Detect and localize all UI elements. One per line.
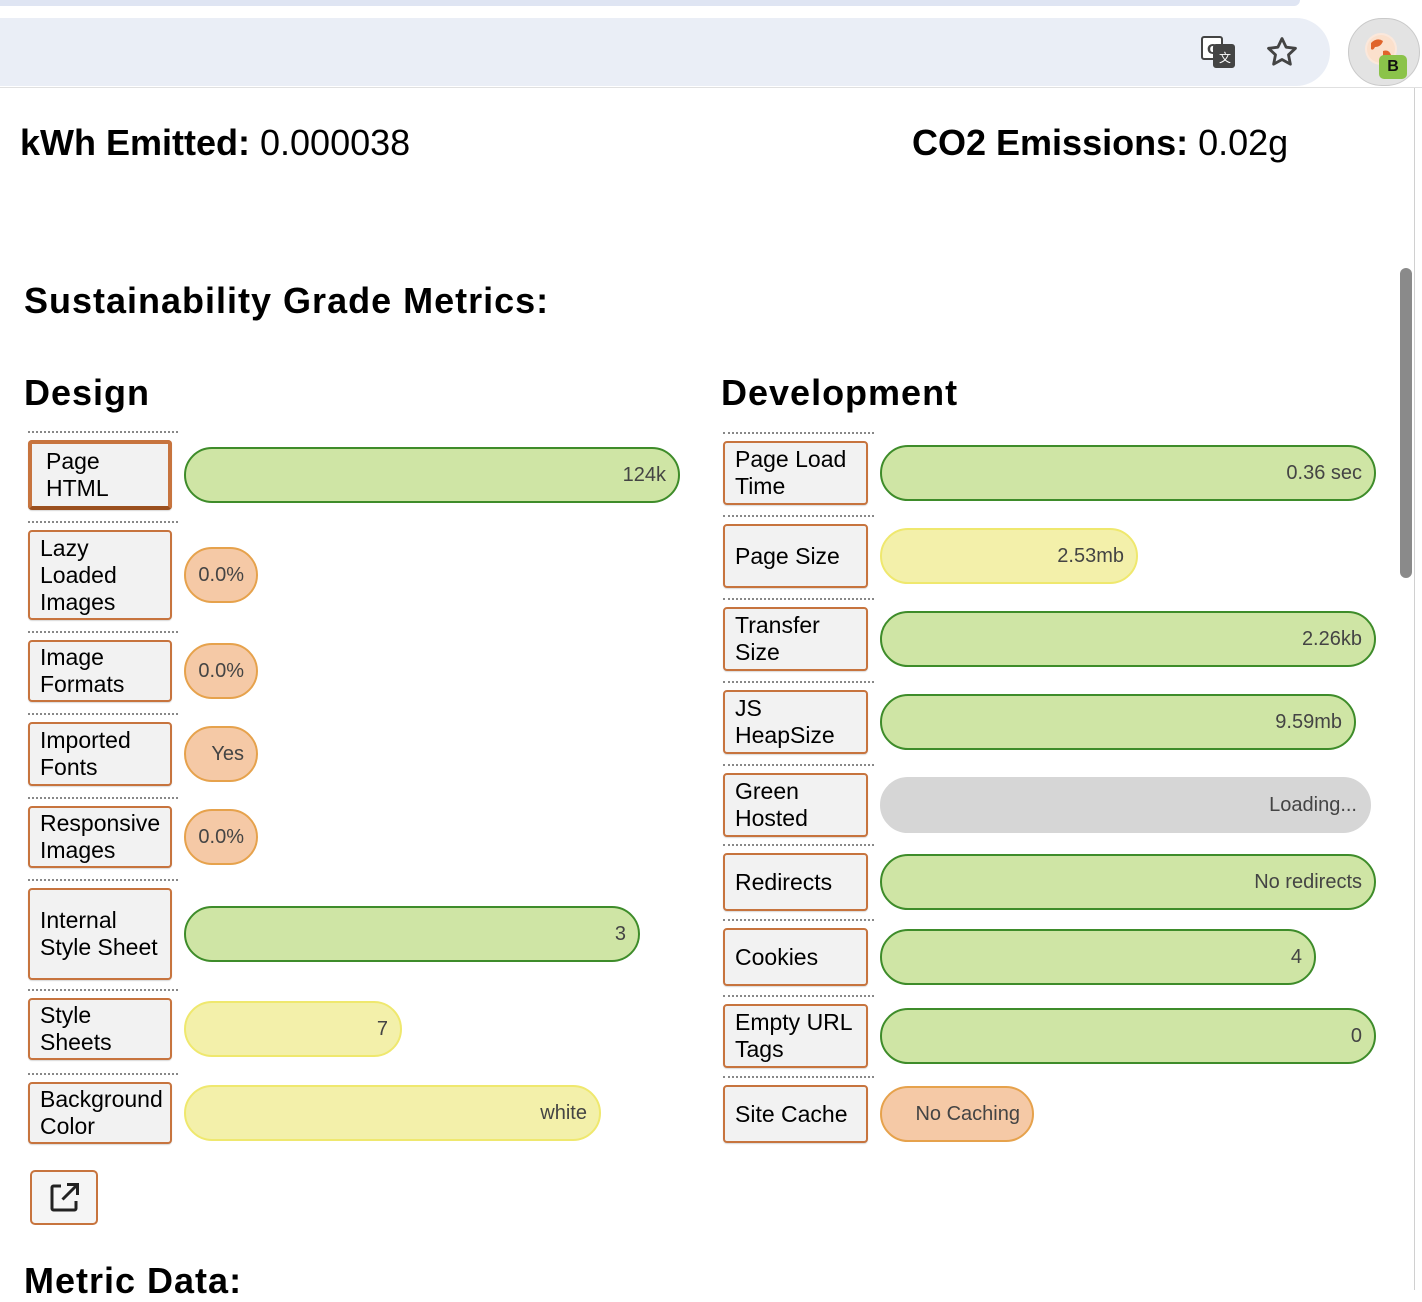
extension-badge: B bbox=[1379, 55, 1407, 79]
metric-value-bar: 9.59mb bbox=[880, 694, 1356, 750]
row-divider bbox=[723, 1076, 874, 1078]
window-edge bbox=[1414, 88, 1422, 1290]
metric-label-button[interactable]: Responsive Images bbox=[28, 806, 172, 868]
kwh-value: 0.000038 bbox=[260, 122, 411, 163]
external-link-button[interactable] bbox=[30, 1170, 98, 1225]
metric-value-bar: Loading... bbox=[880, 777, 1371, 833]
bookmark-star-icon[interactable] bbox=[1262, 32, 1302, 72]
metric-label-button[interactable]: Page Size bbox=[723, 524, 868, 588]
row-divider bbox=[723, 432, 874, 434]
metric-label-button[interactable]: JS HeapSize bbox=[723, 690, 868, 754]
metric-value-bar: 0.0% bbox=[184, 809, 258, 865]
co2-label: CO2 Emissions: bbox=[912, 122, 1189, 163]
metric-value-bar: No redirects bbox=[880, 854, 1376, 910]
metric-data-heading: Metric Data: bbox=[24, 1260, 243, 1301]
tab-strip bbox=[0, 0, 1300, 6]
metric-label-button[interactable]: Page Load Time bbox=[723, 441, 868, 505]
co2-emissions: CO2 Emissions: 0.02g bbox=[912, 122, 1288, 164]
address-bar[interactable] bbox=[0, 18, 1330, 86]
row-divider bbox=[28, 631, 178, 633]
row-divider bbox=[28, 431, 178, 433]
metric-label-button[interactable]: Background Color bbox=[28, 1082, 172, 1144]
metric-label-button[interactable]: Transfer Size bbox=[723, 607, 868, 671]
metric-label-button[interactable]: Redirects bbox=[723, 853, 868, 911]
section-title: Sustainability Grade Metrics: bbox=[24, 280, 550, 321]
metric-label-button[interactable]: Imported Fonts bbox=[28, 722, 172, 786]
row-divider bbox=[28, 1073, 178, 1075]
metric-value-bar: 0 bbox=[880, 1008, 1376, 1064]
metric-label-button[interactable]: Image Formats bbox=[28, 640, 172, 702]
metric-value-bar: Yes bbox=[184, 726, 258, 782]
row-divider bbox=[723, 764, 874, 766]
metric-value-bar: 7 bbox=[184, 1001, 402, 1057]
kwh-emitted: kWh Emitted: 0.000038 bbox=[20, 122, 410, 164]
svg-text:G: G bbox=[1207, 43, 1218, 58]
row-divider bbox=[723, 995, 874, 997]
design-heading: Design bbox=[24, 372, 151, 413]
metric-value-bar: 3 bbox=[184, 906, 640, 962]
metric-label-button[interactable]: Lazy Loaded Images bbox=[28, 530, 172, 620]
metric-label-button[interactable]: Empty URL Tags bbox=[723, 1004, 868, 1068]
metric-value-bar: No Caching bbox=[880, 1086, 1034, 1142]
row-divider bbox=[28, 879, 178, 881]
metric-value-bar: white bbox=[184, 1085, 601, 1141]
row-divider bbox=[28, 713, 178, 715]
row-divider bbox=[28, 797, 178, 799]
svg-text:文: 文 bbox=[1219, 50, 1231, 65]
row-divider bbox=[28, 521, 178, 523]
external-link-icon bbox=[50, 1182, 79, 1211]
metric-value-bar: 124k bbox=[184, 447, 680, 503]
metric-label-button[interactable]: Cookies bbox=[723, 928, 868, 986]
scrollbar-thumb[interactable] bbox=[1400, 268, 1412, 578]
metric-label-button[interactable]: Green Hosted bbox=[723, 773, 868, 837]
row-divider bbox=[28, 989, 178, 991]
row-divider bbox=[723, 919, 874, 921]
metric-value-bar: 0.36 sec bbox=[880, 445, 1376, 501]
extension-button[interactable]: B bbox=[1348, 18, 1420, 86]
browser-toolbar: G 文 B bbox=[0, 0, 1422, 88]
metric-label-button[interactable]: Style Sheets bbox=[28, 998, 172, 1060]
toolbar-divider bbox=[0, 87, 1422, 88]
metric-value-bar: 2.53mb bbox=[880, 528, 1138, 584]
row-divider bbox=[723, 515, 874, 517]
co2-value: 0.02g bbox=[1198, 122, 1289, 163]
metric-value-bar: 0.0% bbox=[184, 643, 258, 699]
metric-value-bar: 2.26kb bbox=[880, 611, 1376, 667]
metric-label-button[interactable]: Site Cache bbox=[723, 1085, 868, 1143]
kwh-label: kWh Emitted: bbox=[20, 122, 250, 163]
row-divider bbox=[723, 844, 874, 846]
development-heading: Development bbox=[721, 372, 959, 413]
metric-label-button[interactable]: Page HTML bbox=[28, 440, 172, 510]
metric-value-bar: 4 bbox=[880, 929, 1316, 985]
translate-icon[interactable]: G 文 bbox=[1198, 32, 1238, 72]
row-divider bbox=[723, 681, 874, 683]
metric-value-bar: 0.0% bbox=[184, 547, 258, 603]
row-divider bbox=[723, 598, 874, 600]
metric-label-button[interactable]: Internal Style Sheet bbox=[28, 888, 172, 980]
